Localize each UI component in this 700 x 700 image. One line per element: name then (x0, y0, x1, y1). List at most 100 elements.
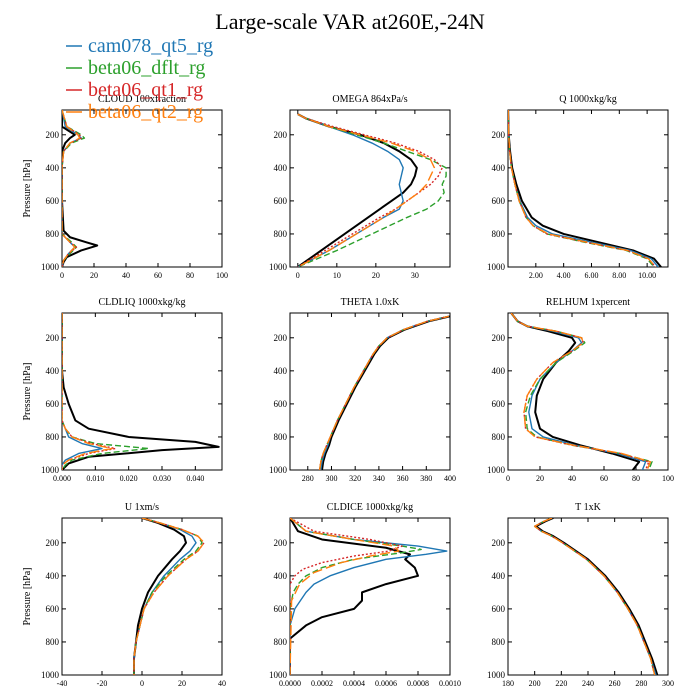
series-line-blue (508, 110, 659, 267)
y-tick-label: 1000 (487, 465, 506, 475)
panel-title: THETA 1.0xK (341, 297, 400, 308)
panel-title: Q 1000xkg/kg (559, 94, 617, 105)
x-tick-label: 0 (60, 271, 64, 280)
x-tick-label: 100 (662, 474, 674, 483)
series-line-blue (133, 518, 197, 675)
x-tick-label: 280 (635, 679, 647, 688)
x-tick-label: 0.0000 (279, 679, 301, 688)
x-tick-label: 40 (122, 271, 130, 280)
x-tick-label: 260 (609, 679, 621, 688)
series-line-green (533, 518, 656, 675)
series-line-red (508, 110, 657, 267)
x-tick-label: 80 (632, 474, 640, 483)
panel-title: RELHUM 1xpercent (546, 297, 630, 308)
x-tick-label: 20 (536, 474, 544, 483)
x-tick-label: 2.00 (529, 271, 543, 280)
y-axis-label: Pressure [hPa] (22, 567, 33, 625)
plot-frame (61, 312, 223, 471)
y-tick-label: 400 (274, 163, 288, 173)
x-tick-label: 20 (372, 271, 380, 280)
series-line-green (62, 313, 150, 470)
x-tick-label: -40 (57, 679, 68, 688)
plot-frame (61, 517, 223, 676)
legend: cam078_qt5_rgbeta06_dflt_rgbeta06_qt1_rg… (66, 35, 213, 123)
y-tick-label: 200 (492, 333, 506, 343)
panel-title: U 1xm/s (125, 502, 159, 513)
y-tick-label: 800 (46, 637, 60, 647)
x-tick-label: 240 (582, 679, 594, 688)
x-tick-label: 300 (325, 474, 337, 483)
x-tick-label: 0.0006 (375, 679, 397, 688)
y-tick-label: 800 (492, 432, 506, 442)
y-tick-label: 400 (492, 571, 506, 581)
x-tick-label: 8.00 (612, 271, 626, 280)
y-tick-label: 800 (274, 432, 288, 442)
y-tick-label: 600 (46, 399, 60, 409)
y-tick-label: 1000 (41, 670, 60, 680)
x-tick-label: 0.000 (53, 474, 71, 483)
y-tick-label: 1000 (269, 262, 288, 272)
series-line-black (508, 110, 662, 267)
panel-7: U 1xm/s 200 400 600 800 1000-40 -20 0 20 40 Pressu… (22, 502, 226, 688)
y-tick-label: 600 (274, 604, 288, 614)
x-tick-label: 10.00 (638, 271, 656, 280)
panel-title: T 1xK (575, 502, 601, 513)
x-tick-label: 300 (662, 679, 674, 688)
y-tick-label: 800 (46, 229, 60, 239)
x-tick-label: 30 (411, 271, 419, 280)
series-line-green (318, 315, 449, 470)
y-tick-label: 200 (46, 333, 60, 343)
plot-frame (289, 312, 451, 471)
x-tick-label: 340 (373, 474, 385, 483)
panel-5: THETA 1.0xK 200 400 600 800 1000 280 300 320 340 3… (269, 297, 456, 483)
y-tick-label: 800 (274, 229, 288, 239)
y-tick-label: 200 (46, 538, 60, 548)
x-tick-label: 6.00 (584, 271, 598, 280)
x-tick-label: 80 (186, 271, 194, 280)
legend-label: beta06_qt1_rg (88, 79, 203, 101)
x-tick-label: 400 (444, 474, 456, 483)
series-line-blue (290, 518, 448, 675)
y-tick-label: 400 (492, 163, 506, 173)
series-line-green (297, 113, 447, 267)
series-line-red (62, 110, 82, 267)
series-line-black (290, 518, 419, 675)
series-line-black (297, 113, 418, 267)
y-tick-label: 200 (492, 538, 506, 548)
x-tick-label: 20 (178, 679, 186, 688)
y-tick-label: 200 (274, 333, 288, 343)
y-tick-label: 600 (492, 399, 506, 409)
y-tick-label: 200 (492, 130, 506, 140)
y-tick-label: 600 (46, 196, 60, 206)
plot-frame (507, 517, 669, 676)
x-tick-label: 200 (529, 679, 541, 688)
y-tick-label: 1000 (487, 670, 506, 680)
series-line-red (533, 518, 656, 675)
series-line-orange (533, 518, 656, 675)
x-tick-label: 0 (140, 679, 144, 688)
x-tick-label: 40 (218, 679, 226, 688)
legend-label: beta06_qt2_rg (88, 101, 203, 123)
y-tick-label: 1000 (269, 465, 288, 475)
plot-frame (507, 312, 669, 471)
series-line-orange (297, 113, 436, 267)
plot-frame (289, 109, 451, 268)
plot-frame (507, 109, 669, 268)
x-tick-label: 0.010 (86, 474, 104, 483)
y-tick-label: 600 (46, 604, 60, 614)
y-tick-label: 400 (46, 366, 60, 376)
x-tick-label: 40 (568, 474, 576, 483)
panel-title: CLDICE 1000xkg/kg (327, 502, 413, 513)
y-tick-label: 400 (46, 163, 60, 173)
x-tick-label: 180 (502, 679, 514, 688)
series-line-black (535, 518, 659, 675)
series-line-black (133, 518, 187, 675)
y-tick-label: 1000 (41, 465, 60, 475)
x-tick-label: 0.020 (120, 474, 138, 483)
x-tick-label: 220 (555, 679, 567, 688)
x-tick-label: 380 (420, 474, 432, 483)
panel-title: CLOUD 100xfraction (98, 94, 186, 105)
